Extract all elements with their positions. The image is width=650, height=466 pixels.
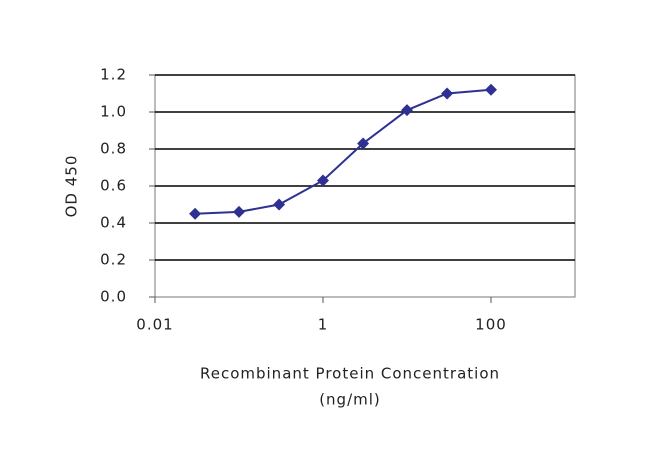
marker [441,87,454,100]
y-tick-label: 0.0 [100,288,127,306]
y-tick-label: 1.0 [100,103,127,121]
marker [485,83,497,96]
marker [233,205,245,218]
marker [401,104,413,117]
x-axis-label: (ng/ml) [319,391,381,409]
y-tick-label: 1.2 [100,66,127,84]
y-tick-label: 0.2 [100,251,127,269]
marker [357,137,370,150]
marker [189,207,202,220]
x-tick-label: 0.01 [136,316,173,334]
marker [317,174,329,187]
y-tick-label: 0.6 [100,177,127,195]
y-tick-label: 0.8 [100,140,127,158]
x-tick-label: 1 [318,316,329,334]
x-tick-label: 100 [475,316,507,334]
series-line [195,88,492,215]
y-tick-label: 0.4 [100,214,127,232]
x-axis-label: Recombinant Protein Concentration [200,365,500,383]
y-axis-label: OD 450 [63,155,81,218]
marker [273,198,286,211]
